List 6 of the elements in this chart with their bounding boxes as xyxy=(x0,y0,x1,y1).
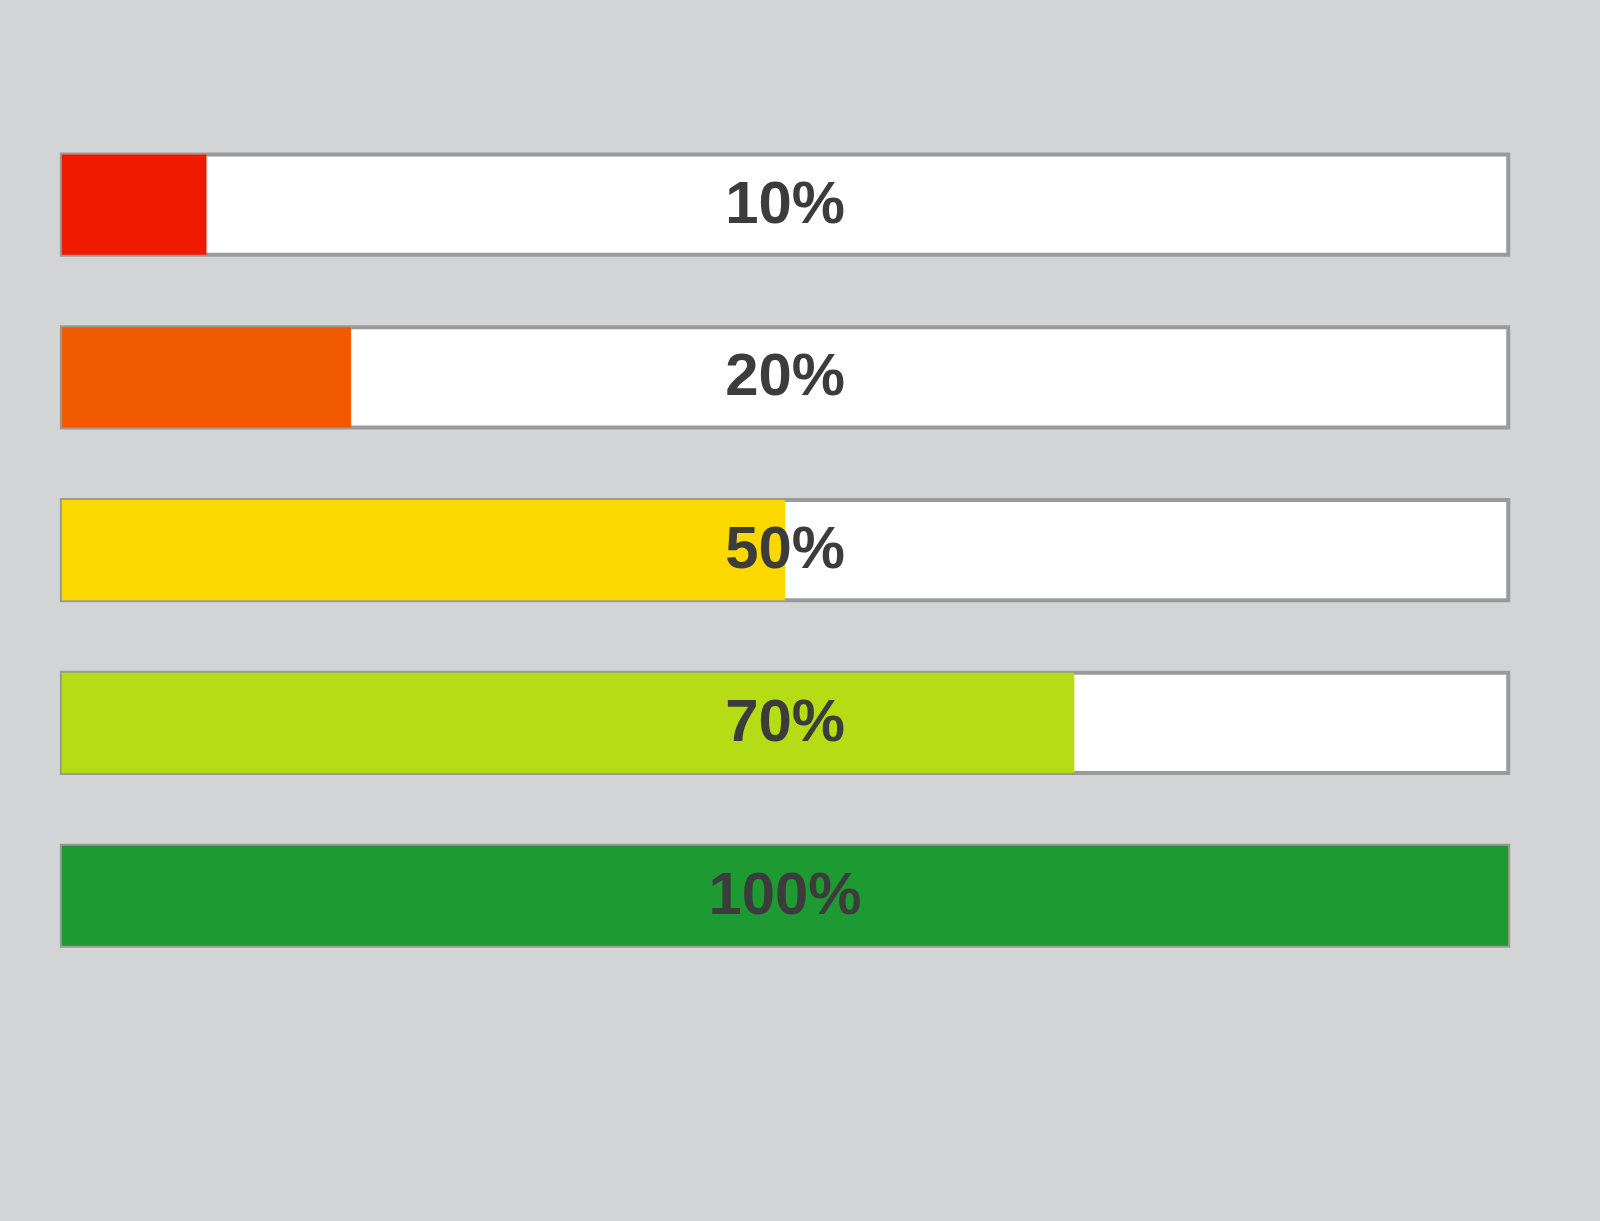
data-label: 70% xyxy=(725,686,845,754)
bar xyxy=(61,154,207,255)
bar xyxy=(61,327,352,428)
data-label: 10% xyxy=(725,168,845,236)
data-label: 100% xyxy=(708,859,862,927)
data-label: 20% xyxy=(725,341,845,409)
